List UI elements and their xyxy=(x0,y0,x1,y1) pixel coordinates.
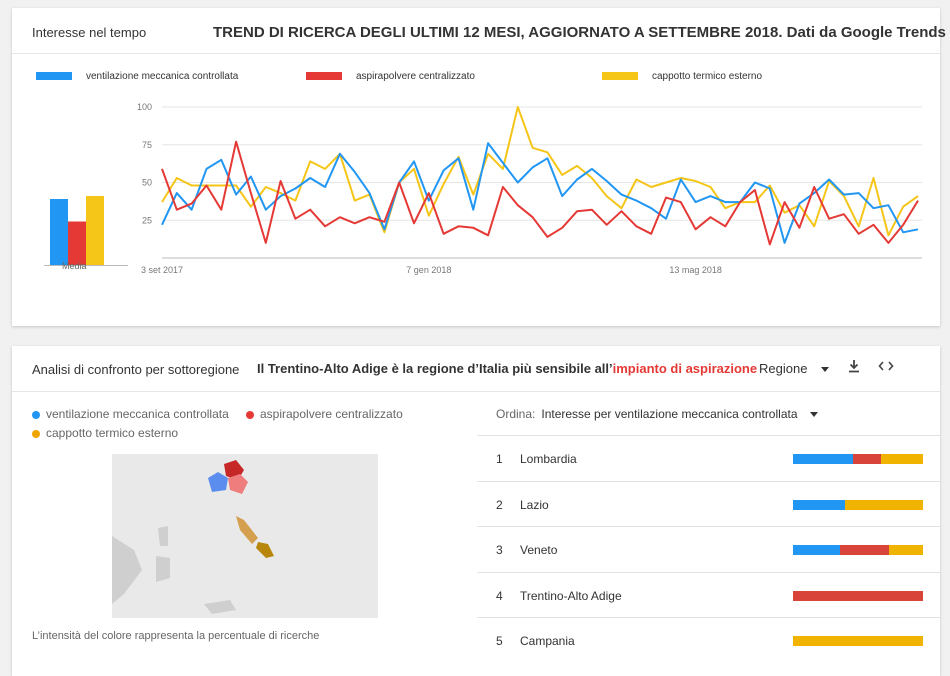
legend-label: cappotto termico esterno xyxy=(46,426,179,440)
row-region-name: Trentino-Alto Adige xyxy=(520,588,622,603)
legend-dot xyxy=(246,410,254,419)
average-bar xyxy=(86,196,104,265)
share-segment xyxy=(852,454,882,464)
share-bar xyxy=(793,545,923,555)
legend-label: ventilazione meccanica controllata xyxy=(46,407,229,421)
y-tick-label: 100 xyxy=(137,102,152,112)
region-ranking-list: 1 Lombardia 2 Lazio 3 Veneto 4 Trentino-Alto Ad… xyxy=(477,435,940,663)
map-legend-ventilazione: ventilazione meccanica controllata xyxy=(32,407,229,421)
download-button[interactable] xyxy=(844,358,864,378)
sort-label: Ordina: xyxy=(496,407,536,421)
section-title-text: Il Trentino-Alto Adige è la regione d’It… xyxy=(257,361,613,376)
legend-label: aspirapolvere centralizzato xyxy=(260,407,403,421)
interest-line-chart: 100 75 50 25 3 set 2017 7 gen 2018 13 mag 2018 xyxy=(137,102,922,275)
row-region-name: Lazio xyxy=(520,497,549,512)
row-rank: 3 xyxy=(496,543,503,557)
region-dropdown[interactable]: Regione xyxy=(759,361,830,376)
x-tick-label: 13 mag 2018 xyxy=(669,265,722,275)
subregion-comparison-card: Analisi di confronto per sottoregione Il… xyxy=(12,346,940,676)
legend-swatch xyxy=(36,72,72,81)
share-segment xyxy=(793,590,923,601)
map-footnote: L’intensità del colore rappresenta la pe… xyxy=(32,630,320,642)
chevron-down-icon xyxy=(809,412,818,418)
table-row[interactable]: 4 Trentino-Alto Adige xyxy=(477,571,940,618)
legend-dot xyxy=(32,410,40,419)
share-segment xyxy=(793,454,853,464)
sea-area xyxy=(112,454,378,618)
section-title-highlight: impianto di aspirazione xyxy=(612,361,758,376)
series-line-1 xyxy=(161,142,919,244)
row-region-name: Veneto xyxy=(520,543,558,557)
row-rank: 2 xyxy=(496,497,503,512)
region-campania[interactable] xyxy=(256,542,274,558)
corsica xyxy=(158,526,168,546)
map-legend-aspirapolvere: aspirapolvere centralizzato xyxy=(246,407,403,421)
average-bar xyxy=(68,221,86,265)
y-tick-label: 50 xyxy=(142,178,152,188)
code-icon xyxy=(878,361,894,371)
sicily xyxy=(204,600,236,614)
table-row[interactable]: 1 Lombardia xyxy=(477,435,940,481)
sort-value: Interesse per ventilazione meccanica con… xyxy=(541,407,798,421)
row-region-name: Lombardia xyxy=(520,452,577,466)
card-header: Analisi di confronto per sottoregione Il… xyxy=(12,346,940,392)
legend-item-ventilazione[interactable]: ventilazione meccanica controllata xyxy=(36,71,238,82)
region-lombardia[interactable] xyxy=(208,472,228,492)
embed-button[interactable] xyxy=(876,358,896,378)
region-dropdown-label: Regione xyxy=(759,361,808,376)
region-lazio[interactable] xyxy=(236,516,258,544)
share-segment xyxy=(793,499,845,510)
section-title: Il Trentino-Alto Adige è la regione d’It… xyxy=(257,361,757,376)
card-header: Interesse nel tempo TREND DI RICERCA DEG… xyxy=(12,8,946,54)
legend-dot xyxy=(32,429,40,438)
legend-swatch xyxy=(602,72,638,81)
card-label: Analisi di confronto per sottoregione xyxy=(32,362,240,377)
share-segment xyxy=(793,545,840,555)
legend-item-cappotto[interactable]: cappotto termico esterno xyxy=(602,71,762,82)
legend-item-aspirapolvere[interactable]: aspirapolvere centralizzato xyxy=(306,71,475,82)
share-bar xyxy=(793,454,923,464)
y-tick-label: 25 xyxy=(142,215,152,225)
land-mass xyxy=(112,536,142,604)
legend-label: aspirapolvere centralizzato xyxy=(356,71,475,82)
legend-label: ventilazione meccanica controllata xyxy=(86,71,239,82)
share-segment xyxy=(793,636,923,646)
table-row[interactable]: 3 Veneto xyxy=(477,526,940,572)
series-line-2 xyxy=(161,140,919,246)
share-segment xyxy=(845,499,923,510)
share-bar xyxy=(793,499,923,510)
row-rank: 1 xyxy=(496,452,503,466)
sort-dropdown[interactable]: Ordina: Interesse per ventilazione meccan… xyxy=(496,407,818,421)
share-segment xyxy=(881,454,923,464)
row-region-name: Campania xyxy=(520,634,575,648)
map-legend-cappotto: cappotto termico esterno xyxy=(32,426,178,440)
share-bar xyxy=(793,636,923,646)
card-label: Interesse nel tempo xyxy=(32,25,147,40)
sardinia xyxy=(156,556,170,582)
row-rank: 4 xyxy=(496,588,503,603)
average-label: Media xyxy=(62,261,87,271)
series-line-3 xyxy=(161,106,919,237)
x-tick-label: 3 set 2017 xyxy=(141,265,183,275)
table-row[interactable]: 5 Campania xyxy=(477,617,940,663)
legend-label: cappotto termico esterno xyxy=(652,71,763,82)
average-bar xyxy=(50,199,68,265)
table-row[interactable]: 2 Lazio xyxy=(477,480,940,527)
interest-over-time-card: Interesse nel tempo TREND DI RICERCA DEG… xyxy=(12,8,946,326)
average-bar-chart xyxy=(44,196,128,266)
legend-swatch xyxy=(306,72,342,81)
y-tick-label: 75 xyxy=(142,140,152,150)
share-bar xyxy=(793,590,923,601)
italy-region-map[interactable] xyxy=(112,454,378,618)
download-icon xyxy=(849,360,859,373)
share-segment xyxy=(839,545,890,555)
chevron-down-icon xyxy=(821,367,830,373)
x-tick-label: 7 gen 2018 xyxy=(406,265,451,275)
share-segment xyxy=(889,545,923,555)
row-rank: 5 xyxy=(496,634,503,648)
page-title: TREND DI RICERCA DEGLI ULTIMI 12 MESI, A… xyxy=(213,24,946,41)
region-veneto[interactable] xyxy=(228,474,248,494)
